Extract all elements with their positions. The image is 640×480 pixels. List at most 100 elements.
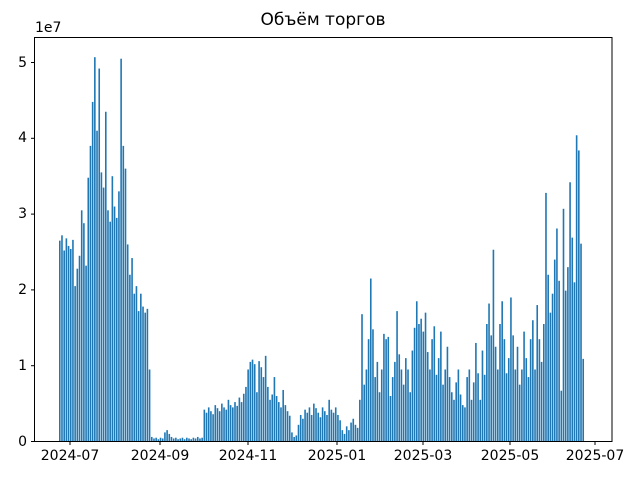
volume-bar: [91, 101, 94, 442]
volume-bar: [229, 405, 232, 442]
volume-bar: [313, 403, 315, 442]
bars-group: [59, 57, 585, 442]
volume-bar: [118, 191, 120, 442]
volume-bar: [179, 438, 182, 442]
volume-bar: [304, 409, 306, 442]
volume-bar: [317, 412, 320, 442]
volume-bar: [492, 249, 495, 442]
x-tick-label: 2025-01: [307, 448, 367, 464]
volume-bar: [321, 407, 324, 442]
volume-bar: [529, 339, 532, 442]
volume-bar: [170, 436, 173, 442]
volume-bar: [140, 293, 142, 442]
volume-bar: [446, 346, 449, 442]
volume-bar: [431, 339, 433, 442]
volume-bar: [172, 438, 175, 442]
volume-bar: [494, 346, 497, 442]
volume-bar: [413, 327, 416, 442]
volume-bar: [227, 399, 230, 442]
volume-bar: [440, 331, 442, 442]
volume-bar: [282, 389, 284, 442]
volume-bar: [521, 369, 523, 442]
volume-bar: [83, 223, 85, 442]
y-tick-label: 2: [18, 281, 27, 298]
volume-bar: [391, 377, 394, 442]
axes-frame: [34, 37, 613, 442]
volume-bar: [448, 377, 451, 442]
volume-bar: [199, 438, 201, 442]
volume-bar: [109, 221, 111, 442]
volume-bar: [271, 394, 274, 442]
volume-bar: [341, 430, 344, 442]
volume-bar: [332, 412, 335, 442]
volume-bar: [148, 369, 151, 442]
volume-bar: [459, 394, 462, 442]
volume-bar: [225, 409, 228, 442]
volume-bar: [457, 369, 460, 442]
volume-bar: [80, 210, 83, 442]
volume-bar: [218, 411, 221, 442]
volume-bar: [214, 405, 217, 442]
volume-bar: [562, 208, 565, 442]
volume-bar: [251, 359, 254, 442]
volume-bar: [181, 437, 184, 442]
volume-bar: [234, 402, 236, 442]
volume-bar: [488, 303, 490, 442]
volume-bar: [240, 402, 243, 442]
volume-bar: [146, 308, 149, 442]
volume-bar: [343, 433, 346, 442]
volume-bar: [212, 414, 214, 442]
volume-bar: [503, 339, 506, 442]
volume-bar: [483, 374, 486, 442]
volume-bar: [67, 245, 70, 442]
volume-bar: [532, 320, 534, 442]
volume-bar: [433, 326, 436, 442]
volume-bar: [472, 382, 475, 442]
volume-bar: [551, 293, 554, 442]
volume-bar: [573, 282, 576, 442]
volume-bar: [113, 206, 116, 442]
volume-bar: [567, 267, 569, 442]
volume-bar: [499, 324, 501, 442]
volume-bar: [507, 358, 510, 442]
volume-bar: [115, 217, 118, 442]
volume-bar: [402, 384, 405, 442]
y-axis-offset-label: 1e7: [35, 20, 62, 36]
volume-bar: [435, 374, 438, 442]
volume-bar: [345, 426, 348, 442]
volume-bar: [481, 350, 484, 442]
volume-bar: [389, 396, 392, 442]
volume-bar: [558, 280, 560, 442]
volume-bar: [409, 392, 411, 442]
volume-bar: [166, 430, 168, 442]
volume-bar: [400, 369, 403, 442]
volume-bar: [207, 407, 210, 442]
volume-bar: [267, 386, 269, 442]
volume-bar: [273, 377, 276, 442]
volume-bar: [477, 373, 479, 442]
volume-bar: [186, 437, 188, 442]
volume-bar: [299, 414, 302, 442]
volume-bar: [168, 433, 171, 442]
volume-bar: [280, 407, 282, 442]
volume-bar: [286, 411, 289, 442]
volume-bar: [330, 409, 333, 442]
volume-bar: [293, 436, 295, 442]
volume-bar: [348, 430, 350, 442]
volume-bar: [468, 369, 471, 442]
volume-bar: [580, 243, 582, 442]
volume-bar: [479, 399, 482, 442]
volume-bar: [556, 228, 558, 442]
volume-bar: [161, 438, 164, 442]
volume-bar: [396, 311, 398, 442]
volume-bar: [253, 364, 256, 442]
volume-bar: [262, 377, 265, 442]
volume-bar: [525, 358, 528, 442]
tick-marks: [31, 62, 596, 445]
volume-bar: [63, 250, 65, 442]
volume-bar: [394, 361, 396, 442]
volume-bar: [361, 314, 363, 442]
volume-bar: [291, 432, 293, 442]
volume-bar: [398, 354, 401, 442]
